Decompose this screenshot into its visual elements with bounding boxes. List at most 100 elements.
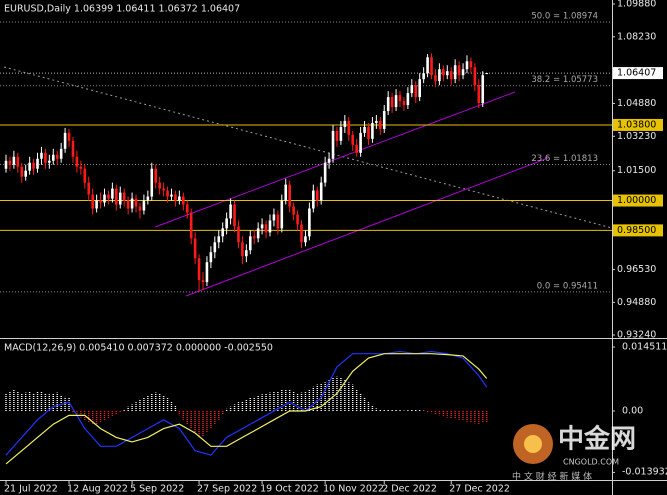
candle-body: [83, 168, 87, 183]
candle-body: [150, 168, 154, 197]
candle-body: [221, 228, 224, 237]
x-tick-label: 2 Dec 2022: [382, 484, 437, 495]
candle-body: [233, 204, 236, 227]
candle-body: [473, 67, 477, 86]
candle-body: [371, 122, 374, 139]
candle-body: [87, 182, 91, 195]
candle-body: [146, 196, 150, 201]
candle-body: [379, 120, 382, 129]
candle-body: [118, 192, 122, 205]
channel-upper: [154, 91, 516, 228]
candle-body: [327, 158, 331, 163]
chart-title: EURUSD,Daily 1.06399 1.06411 1.06372 1.0…: [4, 4, 240, 15]
y-tick-label: 0.00: [622, 406, 643, 417]
y-tick-label: 1.01500: [617, 165, 656, 176]
candle-body: [457, 65, 461, 76]
macd-line: [5, 350, 488, 456]
candle-body: [182, 196, 185, 205]
candle-body: [189, 212, 193, 239]
candle-body: [245, 250, 248, 257]
fib-label: 50.0 = 1.08974: [531, 12, 598, 22]
candle-body: [375, 120, 378, 123]
candle-body: [382, 111, 386, 129]
candle-body: [288, 184, 291, 207]
candle-body: [386, 97, 390, 112]
candle-body: [185, 204, 189, 213]
candle-body: [319, 182, 323, 201]
candle-body: [79, 166, 83, 169]
candle-body: [481, 75, 485, 104]
logo-inner: [524, 435, 542, 453]
fib-label: 0.0 = 0.95411: [537, 281, 598, 291]
candle-body: [158, 182, 161, 189]
candle-body: [276, 214, 280, 229]
candle-body: [438, 69, 441, 82]
candle-body: [209, 252, 213, 263]
watermark: 中金网 CNGOLD.COM 中 文 财 经 新 媒 体: [512, 424, 636, 483]
candle-body: [122, 192, 126, 201]
candle-body: [178, 196, 181, 201]
candle-body: [241, 242, 244, 257]
candle-body: [12, 156, 16, 165]
x-tick-label: 5 Sep 2022: [130, 484, 184, 495]
candle-body: [449, 71, 453, 80]
candle-body: [4, 160, 8, 169]
candle-body: [16, 156, 20, 167]
candle-body: [197, 258, 201, 281]
candle-body: [193, 238, 197, 259]
candle-body: [40, 152, 43, 159]
candle-body: [126, 200, 130, 209]
candle-body: [91, 194, 94, 209]
candle-body: [410, 85, 414, 94]
candle-body: [268, 220, 272, 233]
channel-lower: [185, 157, 549, 297]
candle-body: [264, 224, 268, 233]
candle-body: [343, 120, 347, 127]
level-label: 0.98500: [617, 225, 656, 236]
candle-body: [134, 198, 138, 207]
candle-body: [315, 190, 319, 201]
y-tick-label: 1.09880: [617, 0, 656, 10]
candle-body: [154, 168, 158, 183]
candle-body: [213, 242, 217, 253]
candle-body: [406, 93, 410, 106]
candle-body: [335, 130, 339, 141]
candle-body: [44, 152, 47, 163]
candle-body: [75, 156, 79, 167]
trend-line: [3, 66, 613, 229]
candle-body: [28, 162, 31, 171]
level-box: [613, 118, 663, 131]
candle-body: [67, 132, 71, 141]
x-tick-label: 27 Sep 2022: [197, 484, 257, 495]
logo-tagline: 中 文 财 经 新 媒 体: [512, 471, 592, 483]
candle-body: [130, 198, 134, 209]
level-label: 1.00000: [617, 195, 656, 206]
y-tick-label: 1.04880: [617, 98, 656, 109]
candle-body: [402, 101, 406, 106]
candle-body: [312, 190, 315, 209]
candle-body: [430, 57, 433, 76]
candle-body: [71, 140, 75, 157]
y-tick-label: 0.014511: [622, 342, 667, 353]
x-tick-label: 19 Oct 2022: [260, 484, 319, 495]
y-tick-label: 0.94880: [617, 297, 656, 308]
candle-body: [48, 160, 51, 163]
candle-body: [51, 154, 55, 161]
candle-body: [461, 69, 465, 76]
candle-body: [465, 61, 469, 70]
candle-body: [363, 126, 366, 133]
y-tick-label: 1.08230: [617, 31, 656, 42]
candle-body: [63, 132, 67, 149]
candle-body: [390, 97, 394, 108]
candle-body: [453, 65, 457, 80]
candle-body: [205, 262, 209, 283]
candle-body: [434, 75, 437, 82]
level-box: [613, 224, 663, 237]
candle-body: [355, 144, 358, 153]
candle-body: [20, 166, 24, 177]
candle-body: [300, 224, 303, 243]
candle-body: [469, 61, 473, 68]
